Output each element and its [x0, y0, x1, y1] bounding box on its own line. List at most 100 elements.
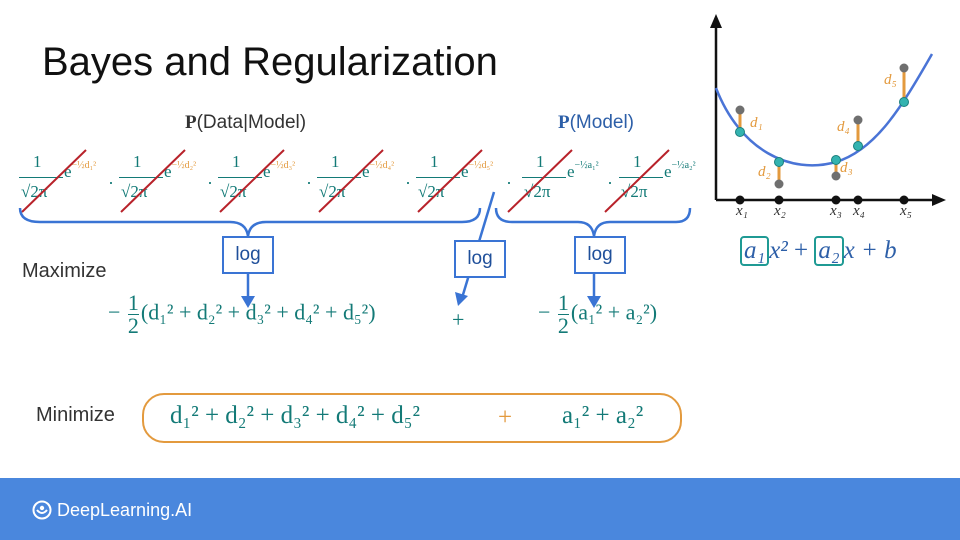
dot-separator: ·: [405, 172, 411, 192]
half-numerator: 1: [127, 290, 139, 315]
x-tick: [735, 195, 745, 205]
label-model-prior: P(Model): [558, 112, 634, 134]
data-point: [831, 171, 841, 181]
x-plus-b: x + b: [843, 237, 897, 264]
exponential: e−½d₂²: [164, 160, 197, 181]
polynomial-model: a₁ x² + a₂ x + b: [740, 236, 897, 266]
minimize-box: [142, 393, 682, 443]
dot-separator: ·: [207, 172, 213, 192]
exponential: e−½d₄²: [362, 160, 395, 181]
fraction-bar: [317, 177, 361, 178]
x-label-1: x₁: [736, 203, 748, 219]
max-equation-prior: − 1 2 (a₁² + a₂²): [538, 290, 658, 338]
x-label-4: x₄: [853, 203, 865, 219]
fitted-point: [853, 141, 863, 151]
denominator: √2π: [121, 182, 148, 201]
fitted-point: [899, 97, 909, 107]
fraction-bar: [218, 177, 262, 178]
exponent: −½d₄²: [369, 160, 395, 171]
strike-line: [219, 149, 285, 213]
maximize-label: Maximize: [22, 260, 107, 282]
strike-line: [417, 149, 483, 213]
dot-separator: ·: [108, 172, 114, 192]
model-text: (Model): [569, 112, 635, 133]
d-label-4: d₄: [837, 119, 850, 135]
min-plus: +: [498, 404, 513, 431]
d-label-2: d₂: [758, 164, 771, 180]
footer-bar: [0, 478, 960, 540]
coef-a2-box: a₂: [814, 236, 844, 266]
numerator: 1: [633, 152, 642, 171]
arrow-head-left: [241, 296, 255, 308]
prob-symbol: P: [558, 112, 570, 133]
x-ticks: [735, 195, 909, 205]
log-box-prior: log: [574, 236, 626, 274]
dot-separator: ·: [506, 172, 512, 192]
x-label-2: x₂: [774, 203, 786, 219]
log-box-likelihood: log: [222, 236, 274, 274]
coef-a1-box: a₁: [740, 236, 770, 266]
data-point: [735, 105, 745, 115]
denominator: √2π: [220, 182, 247, 201]
d-label-3: d₃: [840, 160, 853, 176]
data-point: [853, 115, 863, 125]
fraction-bar: [416, 177, 460, 178]
max-equation-likelihood: − 1 2 (d₁² + d₂² + d₃² + d₄² + d₅²): [108, 290, 376, 338]
denominator: √2π: [621, 182, 648, 201]
denominator: √2π: [21, 182, 48, 201]
fitted-point: [831, 155, 841, 165]
gaussian-term-d4: 1 √2π e−½d₄²: [298, 152, 394, 214]
fitted-point: [774, 157, 784, 167]
data-points: [735, 63, 909, 189]
brace-prior: [494, 207, 692, 237]
prob-symbol: P: [185, 112, 197, 133]
strike-line: [604, 149, 670, 213]
denominator: √2π: [418, 182, 445, 201]
denominator: √2π: [319, 182, 346, 201]
fitted-point: [735, 127, 745, 137]
exponential: e−½d₃²: [263, 160, 296, 181]
exponent: −½d₂²: [171, 160, 197, 171]
dot-separator: ·: [607, 172, 613, 192]
brace-likelihood: [18, 207, 482, 237]
half-denominator: 2: [127, 313, 139, 338]
max-plus: +: [452, 307, 465, 332]
x-axis-arrow: [932, 194, 946, 206]
arrow-head-right: [587, 296, 601, 308]
plus-sign: +: [794, 237, 809, 264]
data-point: [774, 179, 784, 189]
log-box-middle: log: [454, 240, 506, 278]
arrow-head-middle: [455, 292, 468, 306]
minimize-label: Minimize: [36, 404, 115, 426]
numerator: 1: [536, 152, 545, 171]
denominator: √2π: [524, 182, 551, 201]
fraction-bar: [119, 177, 163, 178]
label-data-given-model: P(Data|Model): [185, 112, 306, 134]
x-tick: [774, 195, 784, 205]
numerator: 1: [133, 152, 142, 171]
exponential: e−½d₅²: [461, 160, 494, 181]
d-label-1: d₁: [750, 115, 763, 131]
cancel-strikes: [21, 149, 670, 213]
half-denominator: 2: [557, 313, 569, 338]
slide-title: Bayes and Regularization: [42, 40, 498, 84]
y-axis-arrow: [710, 14, 722, 28]
numerator: 1: [232, 152, 241, 171]
x-squared: x²: [769, 237, 788, 264]
x-tick: [853, 195, 863, 205]
gaussian-term-d1: 1 √2π e−½d₁²: [0, 152, 96, 214]
numerator: 1: [430, 152, 439, 171]
x-tick: [831, 195, 841, 205]
a-sum: (a₁² + a₂²): [570, 299, 658, 325]
gaussian-term-d3: 1 √2π e−½d₃²: [199, 152, 295, 214]
exponent: −½a₂²: [671, 160, 696, 171]
deeplearning-logo-icon: [32, 500, 52, 520]
strike-line: [507, 149, 573, 213]
min-a-sum: a₁² + a₂²: [562, 402, 644, 429]
exponent: −½d₁²: [71, 160, 97, 171]
exponent: −½d₅²: [468, 160, 494, 171]
exponent: −½a₁²: [574, 160, 599, 171]
regression-plot: [710, 14, 946, 206]
fitted-curve: [714, 53, 934, 167]
dot-separator: ·: [306, 172, 312, 192]
